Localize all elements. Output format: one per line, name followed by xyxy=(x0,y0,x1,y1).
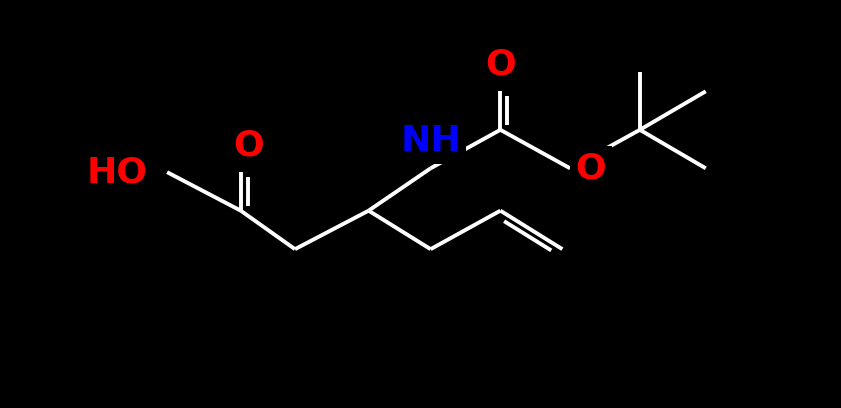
Text: O: O xyxy=(485,47,516,81)
Text: O: O xyxy=(233,129,264,163)
Text: NH: NH xyxy=(400,124,461,158)
Text: O: O xyxy=(575,151,606,185)
Text: HO: HO xyxy=(87,155,148,189)
